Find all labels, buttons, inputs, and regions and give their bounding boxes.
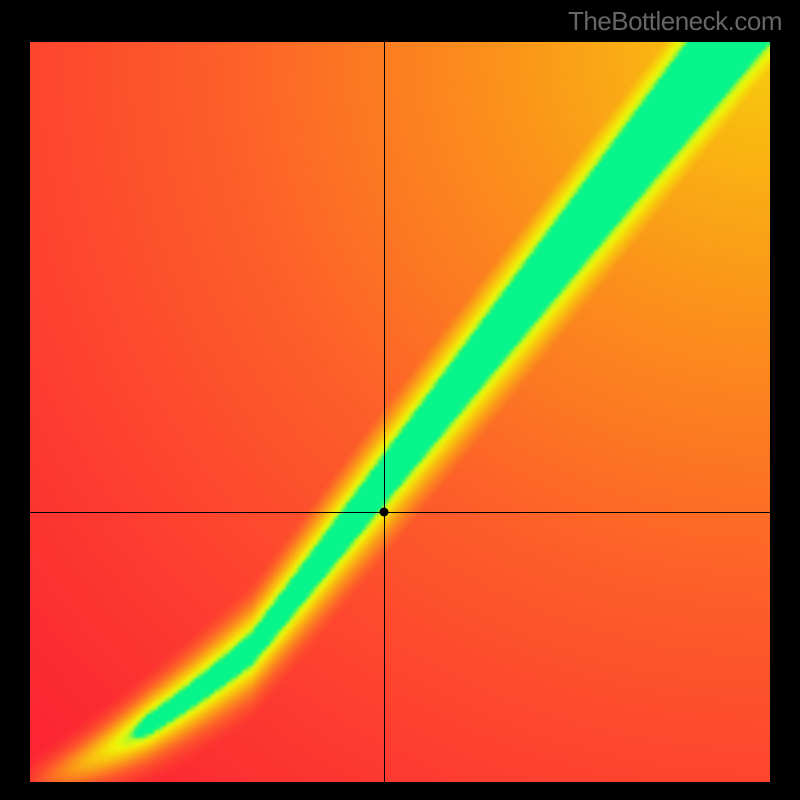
crosshair-horizontal [30,512,770,513]
heatmap-canvas [30,42,770,782]
watermark-text: TheBottleneck.com [568,6,782,37]
heatmap-plot [30,42,770,782]
chart-container: TheBottleneck.com [0,0,800,800]
crosshair-vertical [384,42,385,782]
data-point-marker [380,507,389,516]
